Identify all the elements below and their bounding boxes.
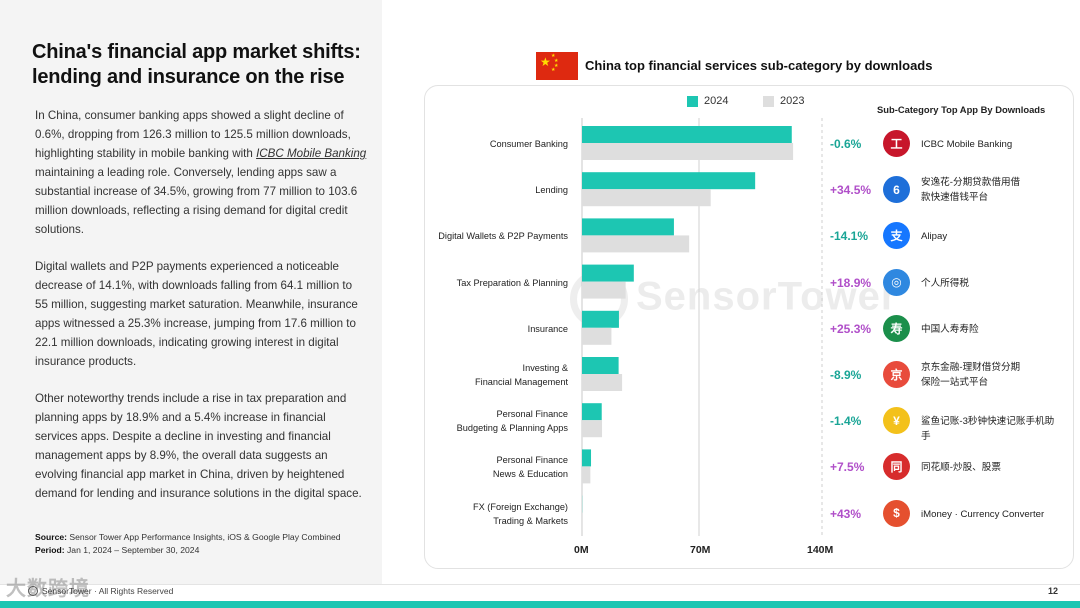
category-label: Investing & Financial Management	[475, 363, 568, 387]
imoney-icon: $	[883, 499, 910, 527]
china-flag-icon: ★ ★ ★ ★ ★	[536, 52, 578, 80]
alipay-icon: 支	[883, 222, 910, 250]
legend-swatch-2023	[763, 95, 774, 107]
chart-title: China top financial services sub-categor…	[585, 58, 933, 73]
sensor-tower-logo-icon	[28, 586, 38, 596]
bar-2023-5	[582, 374, 623, 391]
x-tick-140: 140M	[807, 544, 834, 556]
paragraph-1: In China, consumer banking apps showed a…	[35, 109, 367, 236]
legend-2024: 2024	[687, 95, 728, 107]
top-app-name: 鲨鱼记账-3秒钟快速记账手机助手	[921, 416, 1055, 443]
top-app-name: 同花顺-炒股、股票	[921, 462, 1001, 474]
jd-finance-icon: 京	[883, 361, 910, 388]
body-text: In China, consumer banking apps showed a…	[35, 106, 367, 521]
paragraph-2: Digital wallets and P2P payments experie…	[35, 260, 358, 368]
source-note: Source: Sensor Tower App Performance Ins…	[35, 532, 341, 555]
bar-2024-5	[582, 357, 619, 374]
bar-2023-3	[582, 281, 626, 299]
top-app-name: ICBC Mobile Banking	[921, 139, 1013, 150]
bar-2024-4	[582, 310, 619, 328]
china-life-icon: 寿	[883, 314, 910, 342]
category-label: Tax Preparation & Planning	[456, 277, 568, 288]
top-app-name: 安逸花-分期贷款借用借款快速借钱平台	[921, 177, 1021, 204]
bar-2023-6	[582, 420, 603, 438]
change-percent: +7.5%	[830, 460, 865, 475]
shark-ledger-icon: ¥	[883, 407, 910, 435]
change-percent: +34.5%	[830, 183, 872, 198]
top-app-name: iMoney · Currency Converter	[921, 508, 1045, 520]
icbc-link[interactable]: ICBC Mobile Banking	[256, 147, 367, 160]
category-label: Consumer Banking	[489, 139, 568, 149]
top-app-header: Sub-Category Top App By Downloads	[877, 104, 1046, 115]
tonghuashun-icon: 同	[883, 453, 910, 481]
bar-2023-2	[582, 235, 690, 253]
legend-swatch-2024	[687, 95, 698, 107]
bar-2023-0	[582, 143, 794, 160]
change-percent: +18.9%	[830, 275, 872, 290]
category-label: Lending	[535, 185, 568, 196]
change-percent: -14.1%	[830, 229, 869, 244]
bottom-accent-bar	[0, 601, 1080, 608]
bar-2024-2	[582, 218, 674, 236]
legend-label-2023: 2023	[780, 95, 805, 107]
lending-app-icon: 6	[883, 176, 910, 204]
category-label: Personal Finance News & Education	[492, 455, 568, 480]
tax-app-icon: ◎	[883, 268, 910, 296]
bar-2024-7	[582, 449, 592, 467]
top-app-name: 个人所得税	[921, 277, 969, 289]
footer-logo: SensorTower · All Rights Reserved	[28, 586, 173, 596]
sensor-tower-watermark: SensorTower	[570, 270, 897, 328]
page-number: 12	[1047, 586, 1058, 596]
change-percent: -1.4%	[830, 414, 862, 429]
category-label: Personal Finance Budgeting & Planning App…	[456, 409, 568, 434]
category-label: Digital Wallets & P2P Payments	[438, 231, 568, 242]
change-percent: -0.6%	[830, 137, 862, 151]
bar-2024-1	[582, 172, 756, 190]
legend-2023: 2023	[763, 95, 804, 107]
bar-2023-7	[582, 466, 591, 484]
category-label: Insurance	[527, 323, 568, 334]
footer-divider	[0, 584, 1080, 585]
top-app-name: Alipay	[921, 231, 948, 243]
bar-2023-4	[582, 327, 612, 345]
x-tick-70: 70M	[690, 544, 711, 556]
change-percent: -8.9%	[830, 368, 862, 382]
chart-card	[424, 85, 1074, 569]
category-label: FX (Foreign Exchange) Trading & Markets	[473, 501, 568, 526]
legend-label-2024: 2024	[704, 95, 729, 107]
top-app-name: 京东金融-理财借贷分期保险一站式平台	[921, 362, 1021, 388]
paragraph-3: Other noteworthy trends include a rise i…	[35, 392, 362, 500]
change-percent: +25.3%	[830, 321, 872, 336]
left-panel	[0, 0, 382, 584]
publisher-watermark: 大数跨境	[6, 578, 90, 600]
top-app-name: 中国人寿寿险	[921, 323, 979, 335]
icbc-icon: 工	[883, 130, 910, 157]
bar-2023-1	[582, 189, 711, 207]
change-percent: +43%	[830, 506, 862, 521]
bar-2024-0	[582, 126, 792, 143]
bar-2024-6	[582, 403, 602, 421]
page-title: China's financial app market shifts: len…	[32, 41, 361, 88]
bar-2024-3	[582, 264, 634, 282]
x-tick-0: 0M	[574, 544, 589, 556]
